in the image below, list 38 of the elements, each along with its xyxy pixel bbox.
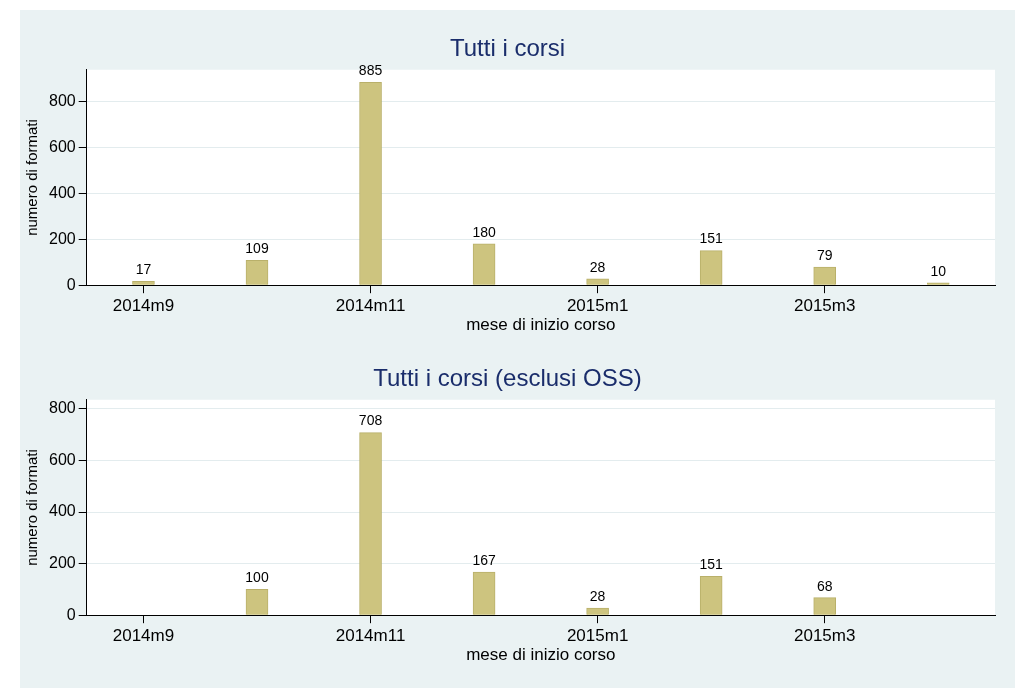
x-tick-label: 2014m11 xyxy=(335,296,406,316)
y-tick-label: 600 xyxy=(48,138,76,156)
data-label: 100 xyxy=(245,569,269,586)
data-label: 28 xyxy=(589,258,606,275)
y-axis-title: numero di formati xyxy=(23,449,41,566)
data-label: 167 xyxy=(472,551,496,568)
data-label: 17 xyxy=(135,261,152,278)
y-tick-label: 200 xyxy=(48,229,76,247)
x-tick-label: 2014m9 xyxy=(112,296,175,316)
y-tick-label: 800 xyxy=(48,92,76,110)
y-tick-label: 0 xyxy=(66,605,76,623)
x-tick-label: 2014m9 xyxy=(112,626,175,646)
data-label: 151 xyxy=(699,556,724,573)
data-label: 885 xyxy=(358,62,383,79)
data-label: 109 xyxy=(245,240,269,257)
data-label: 28 xyxy=(589,587,606,604)
x-tick-label: 2015m1 xyxy=(566,296,629,316)
chart-title: Tutti i corsi xyxy=(449,34,566,62)
data-label: 79 xyxy=(816,246,833,263)
y-tick-label: 800 xyxy=(48,399,76,417)
data-label: 708 xyxy=(358,412,383,429)
x-tick-label: 2015m3 xyxy=(793,626,856,646)
x-tick-label: 2015m3 xyxy=(793,296,856,316)
x-tick-label: 2015m1 xyxy=(566,626,629,646)
y-tick-label: 600 xyxy=(48,450,76,468)
x-axis-title: mese di inizio corso xyxy=(466,315,616,335)
y-tick-label: 0 xyxy=(66,275,76,293)
data-label: 180 xyxy=(472,223,496,240)
y-tick-label: 200 xyxy=(48,554,76,572)
y-tick-label: 400 xyxy=(48,183,76,201)
y-tick-label: 400 xyxy=(48,502,76,520)
x-axis-title: mese di inizio corso xyxy=(466,645,616,665)
data-label: 10 xyxy=(930,262,947,279)
data-label: 151 xyxy=(699,230,724,247)
x-tick-label: 2014m11 xyxy=(335,626,406,646)
data-label: 68 xyxy=(816,577,833,594)
chart-title: Tutti i corsi (esclusi OSS) xyxy=(373,364,642,392)
y-axis-title: numero di formati xyxy=(23,119,41,236)
